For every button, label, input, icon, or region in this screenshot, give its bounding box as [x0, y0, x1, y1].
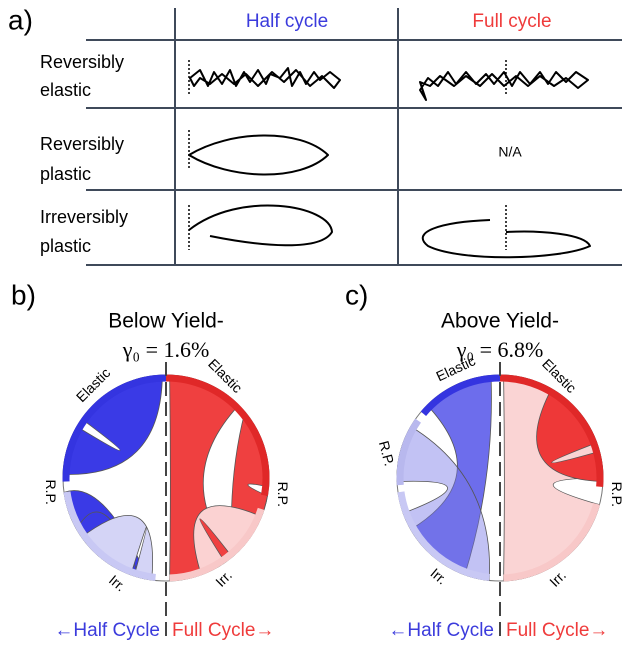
row-label: Irreversibly: [40, 207, 128, 227]
row-label: plastic: [40, 236, 91, 256]
arc-label: Irr.: [427, 565, 450, 588]
trace: [188, 204, 333, 247]
arc-label: R.P.: [376, 439, 398, 468]
panel-equation: γ₀ = 6.8%: [456, 337, 544, 362]
column-header: Full cycle: [472, 11, 551, 32]
chord-ribbon: [193, 505, 263, 576]
arc-label: R.P.: [609, 482, 625, 507]
chord-arc: [165, 374, 270, 496]
chord-arc: [397, 491, 490, 581]
column-header: Half cycle: [246, 11, 328, 32]
trace: [419, 71, 589, 101]
arc-label: Irr.: [106, 572, 129, 595]
chord-arc: [503, 502, 600, 582]
arc-label: R.P.: [275, 482, 291, 507]
footer-right: Full Cycle→: [172, 620, 274, 641]
arc-label: Irr.: [212, 567, 235, 590]
trace: [421, 219, 591, 259]
chord-arc: [396, 418, 421, 486]
arc-label: Irr.: [546, 567, 569, 590]
footer-left: ←Half Cycle: [388, 620, 494, 641]
panel-equation: γ₀ = 1.6%: [122, 337, 210, 362]
panel-title: Below Yield-: [108, 310, 224, 333]
panel-a: a) Half cycle Full cycle Reversibly elas…: [8, 4, 622, 266]
trace: [188, 134, 329, 176]
na-label: N/A: [498, 144, 522, 160]
footer-right: Full Cycle→: [506, 620, 608, 641]
chord-arc: [169, 507, 265, 582]
row-label: Reversibly: [40, 52, 124, 72]
row-label: elastic: [40, 80, 91, 100]
panel-title: Above Yield-: [441, 310, 559, 333]
chord-arc: [62, 374, 167, 482]
chord-arc: [63, 491, 156, 581]
chord-arc: [420, 374, 501, 417]
chord-arc: [499, 374, 604, 488]
panel-label: b): [11, 279, 36, 310]
panel-label: a): [8, 4, 33, 35]
footer-left: ←Half Cycle: [54, 620, 160, 641]
row-label: Reversibly: [40, 134, 124, 154]
trace: [189, 67, 341, 89]
panel-label: c): [345, 279, 368, 310]
row-label: plastic: [40, 164, 91, 184]
arc-label: R.P.: [43, 480, 59, 505]
